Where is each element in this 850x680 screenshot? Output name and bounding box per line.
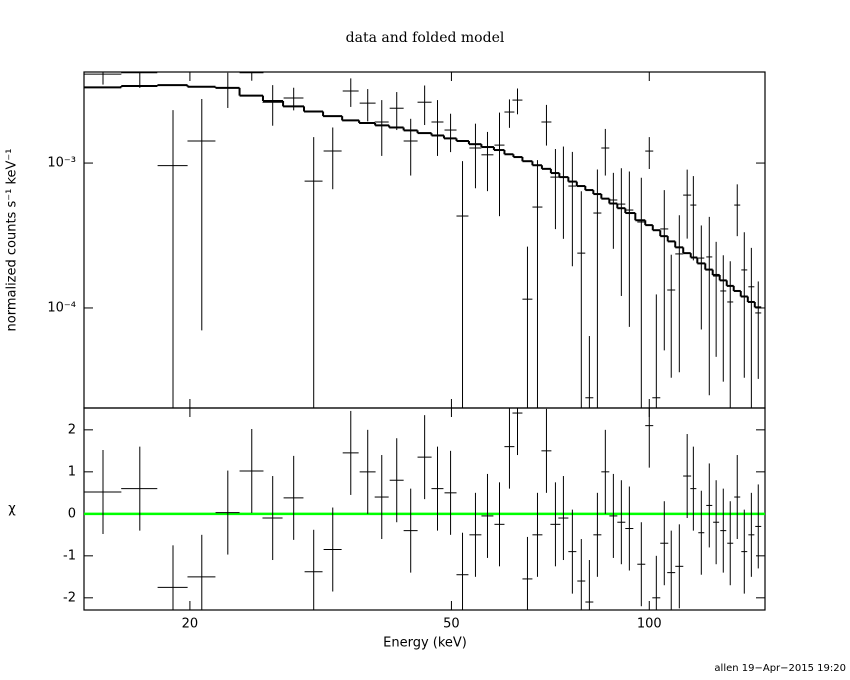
y-tick-label: 0 — [68, 506, 76, 521]
y-tick-label: -1 — [63, 548, 76, 563]
footer: allen 19−Apr−2015 19:20 — [714, 663, 846, 674]
x-tick-label: 20 — [182, 617, 199, 632]
y-tick-label: 2 — [68, 422, 76, 437]
x-tick-label: 100 — [637, 617, 662, 632]
x-axis-label: Energy (keV) — [383, 636, 467, 651]
x-tick-label: 50 — [443, 617, 460, 632]
y-tick-label: 1 — [68, 464, 76, 479]
y-tick-label: 10⁻⁴ — [47, 300, 76, 315]
chart-title: data and folded model — [346, 30, 505, 46]
y-tick-label: -2 — [63, 590, 76, 605]
plot-frame — [83, 407, 766, 611]
model-step-riser — [120, 85, 756, 308]
plot-area — [84, 72, 762, 408]
y-axis-label: normalized counts s⁻¹ keV⁻¹ — [5, 149, 20, 332]
plot-area — [84, 408, 765, 610]
y-axis-label: χ — [8, 502, 16, 517]
y-tick-label: 10⁻³ — [47, 156, 76, 171]
